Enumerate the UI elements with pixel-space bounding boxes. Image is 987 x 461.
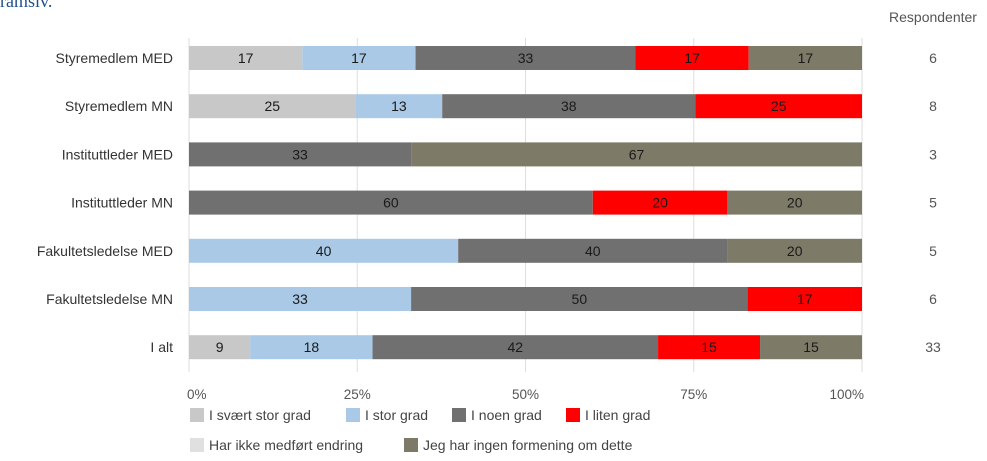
category-labels: Styremedlem MED Styremedlem MN Instituttle… (37, 50, 173, 355)
x-axis-ticks: 0% 25% 50% 75% 100% (187, 387, 864, 402)
respondents-value: 6 (929, 291, 937, 307)
respondents-value: 5 (929, 195, 937, 211)
data-label: 42 (508, 339, 524, 355)
data-label: 9 (216, 339, 224, 355)
legend-label: Har ikke medført endring (209, 437, 363, 453)
category-label: Fakultetsledelse MED (37, 243, 173, 259)
x-tick-label: 25% (344, 387, 371, 402)
data-label: 25 (771, 98, 787, 114)
data-label: 15 (701, 339, 717, 355)
page-title-fragment: ramsiv. (0, 0, 53, 11)
data-label: 33 (292, 146, 308, 162)
bar-segment (411, 142, 862, 167)
bar-segment (747, 287, 862, 311)
legend-swatch (404, 438, 418, 452)
bar-segment (695, 94, 862, 119)
bar-segment (189, 335, 251, 360)
legend-label: Jeg har ingen formening om dette (423, 437, 633, 453)
bar-segment (189, 238, 459, 263)
data-label: 17 (351, 50, 367, 66)
respondents-value: 6 (929, 50, 937, 66)
bar-segment (189, 46, 303, 70)
data-label: 17 (797, 291, 813, 307)
x-tick-label: 100% (829, 387, 864, 402)
bar-segment (189, 94, 356, 119)
bar-segment (189, 287, 412, 311)
bar-segment (592, 190, 728, 215)
data-label: 20 (787, 243, 803, 259)
category-label: I alt (150, 339, 173, 355)
data-label: 20 (652, 195, 668, 211)
data-label: 20 (787, 195, 803, 211)
legend-swatch (566, 408, 580, 422)
category-label: Instituttleder MN (71, 195, 173, 211)
legend-label: I noen grad (471, 407, 542, 423)
respondents-column: 6 8 3 5 5 6 33 Respondenter (889, 9, 977, 355)
data-label: 17 (684, 50, 700, 66)
data-label: 25 (265, 98, 281, 114)
data-label: 60 (383, 195, 399, 211)
bar-segment (355, 94, 443, 119)
data-label: 38 (561, 98, 577, 114)
data-label: 33 (518, 50, 534, 66)
data-label: 15 (803, 339, 819, 355)
data-label: 50 (572, 291, 588, 307)
bar-segment (415, 46, 636, 70)
data-label: 13 (391, 98, 407, 114)
legend-label: I svært stor grad (209, 407, 311, 423)
data-label: 17 (238, 50, 254, 66)
x-tick-label: 50% (512, 387, 539, 402)
bar-segment (250, 335, 373, 360)
data-label: 40 (316, 243, 332, 259)
bar-segment (748, 46, 862, 70)
bar-segment (302, 46, 416, 70)
bar-segment (411, 287, 748, 311)
bar-segment (458, 238, 728, 263)
bar-segment (635, 46, 749, 70)
data-label: 33 (292, 291, 308, 307)
data-label: 17 (798, 50, 814, 66)
respondents-value: 33 (925, 339, 941, 355)
bar-segment (658, 335, 761, 360)
data-label: 40 (585, 243, 601, 259)
category-label: Styremedlem MED (56, 50, 173, 66)
category-label: Fakultetsledelse MN (46, 291, 173, 307)
data-label: 67 (629, 146, 645, 162)
legend-swatch (346, 408, 360, 422)
respondents-value: 8 (929, 98, 937, 114)
legend-label: I liten grad (585, 407, 650, 423)
legend-swatch (190, 438, 204, 452)
legend-label: I stor grad (365, 407, 428, 423)
bars: 17 17 33 17 17 25 13 38 25 33 67 60 20 20 40 40 20 33 50 17… (189, 46, 862, 360)
respondents-value: 3 (929, 146, 937, 162)
legend-swatch (452, 408, 466, 422)
bar-segment (727, 190, 862, 215)
respondents-header: Respondenter (889, 9, 977, 25)
category-label: Instituttleder MED (62, 146, 173, 162)
x-tick-label: 0% (187, 387, 207, 402)
bar-segment (189, 190, 593, 215)
data-label: 18 (304, 339, 320, 355)
category-label: Styremedlem MN (65, 98, 173, 114)
bar-segment (372, 335, 659, 360)
legend: I svært stor grad I stor grad I noen grad I… (190, 407, 650, 453)
bar-segment (727, 238, 862, 263)
x-tick-label: 75% (680, 387, 707, 402)
bar-segment (442, 94, 696, 119)
bar-segment (760, 335, 862, 360)
legend-swatch (190, 408, 204, 422)
bar-segment (189, 142, 412, 167)
respondents-value: 5 (929, 243, 937, 259)
